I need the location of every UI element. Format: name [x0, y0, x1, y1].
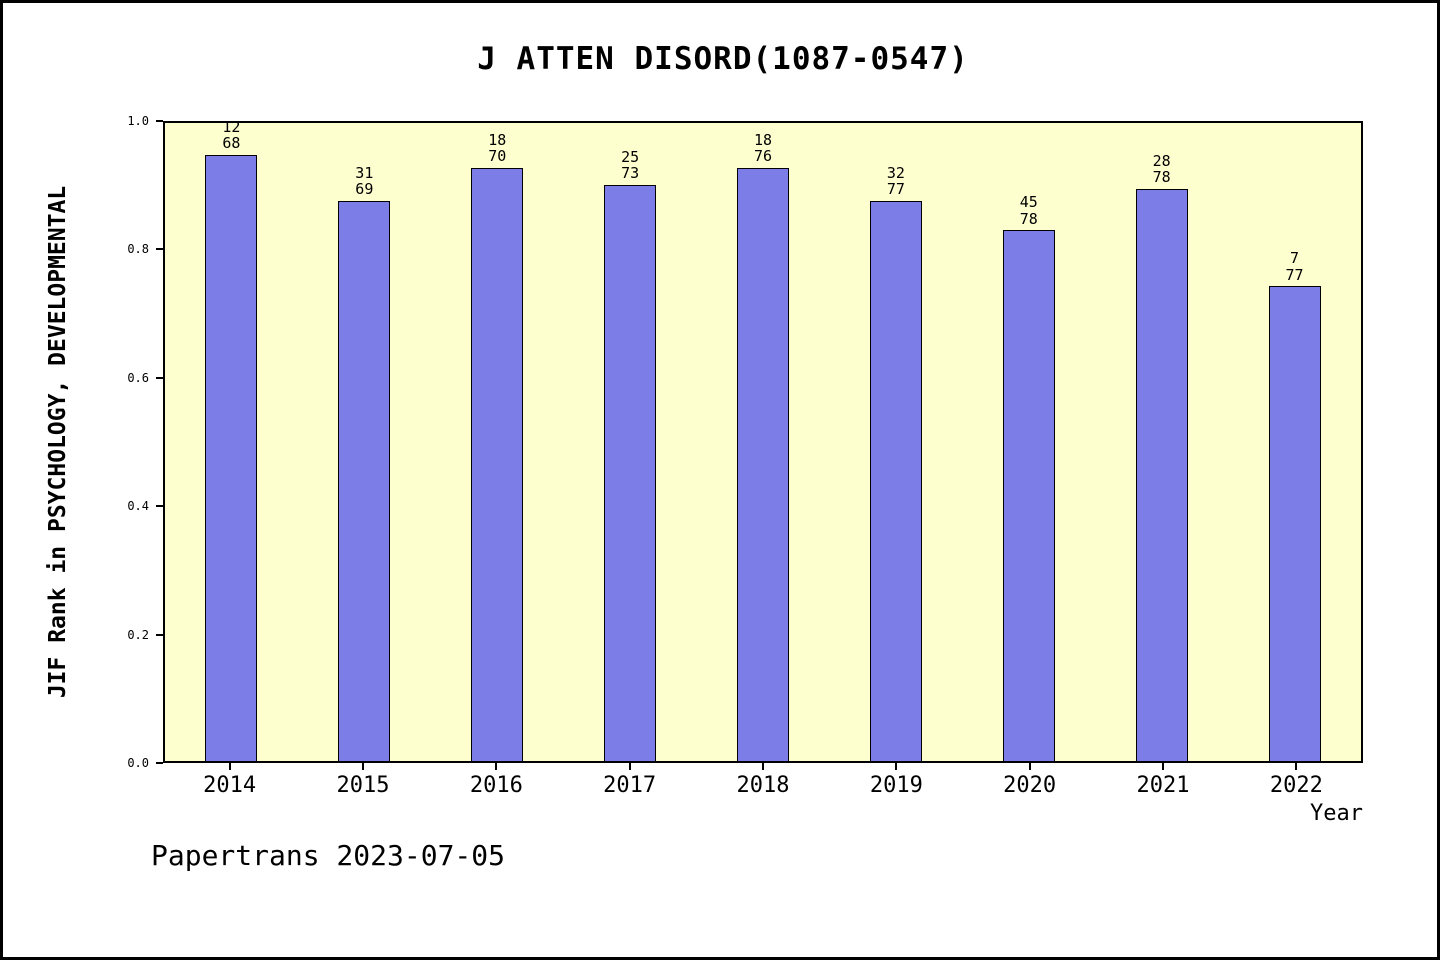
y-tick-mark [156, 762, 163, 764]
bar-value-label: 12 68 [186, 119, 276, 152]
bar-total-value: 78 [1019, 209, 1038, 228]
bar-rank-value: 32 [886, 163, 905, 182]
y-tick-label: 0.6 [127, 370, 149, 385]
x-axis-ticks: 2014 2015 2016 2017 2018 2019 2020 2021 2022 [163, 763, 1363, 809]
x-tick-label: 2020 [1003, 773, 1057, 798]
x-tick-mark [495, 763, 498, 770]
bar-value-label: 18 76 [718, 132, 808, 165]
bar-value-label: 25 73 [585, 149, 675, 182]
bar-rank-value: 31 [355, 163, 374, 182]
x-tick-label: 2015 [336, 773, 390, 798]
x-tick-mark [362, 763, 364, 770]
y-tick-mark [156, 376, 163, 379]
x-tick-label: 2022 [1269, 773, 1323, 798]
x-tick-mark [1295, 763, 1298, 770]
y-axis-ticks: 0.0 0.2 0.4 0.6 0.8 1.0 [3, 114, 163, 770]
bar [737, 167, 789, 761]
y-tick-label: 1.0 [127, 114, 149, 128]
bar-rank-value: 25 [621, 147, 640, 166]
x-tick-label: 2019 [869, 773, 923, 798]
plot-area: 12 68 31 69 18 70 25 73 18 76 32 77 45 78 28 78 7 77 [163, 119, 1363, 763]
y-tick-mark [156, 120, 163, 122]
bar-total-value: 78 [1152, 168, 1171, 187]
bar-value-label: 7 77 [1250, 250, 1340, 283]
y-tick-label: 0.2 [127, 627, 149, 642]
bar [1268, 286, 1321, 761]
x-tick-label: 2017 [603, 773, 657, 798]
bar-rank-value: 18 [753, 130, 773, 149]
x-axis-label: Year [1310, 801, 1363, 826]
y-tick-mark [156, 633, 163, 636]
bar-value-label: 32 77 [851, 165, 941, 198]
bar [604, 184, 657, 761]
bar-value-label: 28 78 [1117, 153, 1207, 186]
x-tick-label: 2014 [203, 773, 257, 798]
bar-total-value: 70 [488, 147, 507, 166]
bar-rank-value: 12 [222, 117, 241, 136]
y-tick-mark [156, 248, 163, 251]
bar-rank-value: 18 [488, 130, 507, 149]
bar-total-value: 68 [222, 134, 241, 153]
y-tick-mark [156, 505, 163, 508]
chart-title: J ATTEN DISORD(1087-0547) [477, 41, 969, 77]
y-tick-label: 0.4 [127, 499, 149, 514]
x-tick-label: 2021 [1136, 773, 1190, 798]
y-tick-label: 0.8 [127, 242, 149, 257]
bar [205, 154, 258, 761]
x-tick-mark [1162, 763, 1164, 770]
x-tick-mark [228, 763, 231, 770]
bar-rank-value: 28 [1152, 151, 1171, 170]
bar-total-value: 73 [621, 164, 640, 183]
y-tick-label: 0.0 [127, 756, 149, 770]
x-tick-mark [1028, 763, 1031, 770]
bar [1002, 230, 1055, 761]
bar [869, 200, 922, 761]
bar-total-value: 76 [753, 147, 773, 166]
bar-total-value: 77 [1285, 265, 1304, 284]
x-tick-label: 2016 [469, 773, 523, 798]
bar-value-label: 31 69 [319, 165, 409, 198]
bar [471, 167, 524, 761]
bar-rank-value: 7 [1290, 249, 1300, 268]
bar-value-label: 18 70 [452, 132, 542, 165]
footer-text: Papertrans 2023-07-05 [151, 839, 506, 872]
bar [338, 200, 391, 761]
bar-rank-value: 45 [1019, 193, 1038, 212]
x-tick-mark [628, 763, 631, 770]
x-tick-mark [895, 763, 898, 770]
bar [1135, 188, 1188, 761]
x-tick-label: 2018 [736, 773, 790, 798]
bar-total-value: 69 [355, 180, 374, 199]
bar-total-value: 77 [886, 180, 905, 199]
bar-value-label: 45 78 [984, 194, 1074, 227]
x-tick-mark [762, 763, 764, 770]
